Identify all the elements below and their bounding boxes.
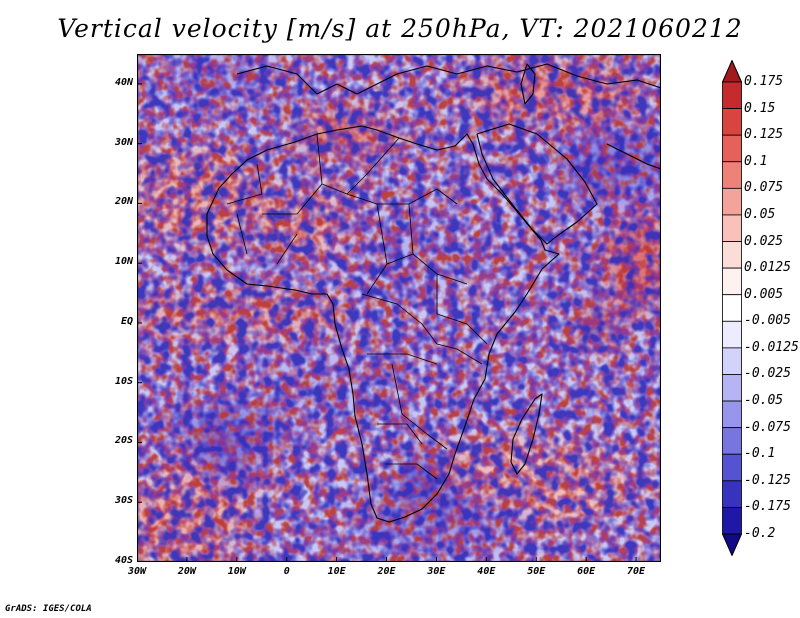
colorbar-segment bbox=[722, 187, 742, 216]
map-plot-area[interactable] bbox=[137, 54, 661, 562]
chart-title: Vertical velocity [m/s] at 250hPa, VT: 2… bbox=[57, 14, 743, 43]
lat-label: EQ bbox=[120, 315, 133, 327]
colorbar-segment bbox=[722, 267, 742, 296]
colorbar-segment bbox=[722, 108, 742, 136]
africa-coastline bbox=[206, 125, 560, 523]
caspian-coastline bbox=[520, 63, 536, 105]
lat-label: 20S bbox=[114, 435, 133, 447]
colorbar-segment bbox=[722, 320, 742, 349]
madagascar-coastline bbox=[510, 393, 543, 475]
lon-label: 50E bbox=[527, 566, 546, 577]
coastlines bbox=[206, 63, 661, 523]
colorbar-label: -0.075 bbox=[744, 419, 791, 435]
colorbar-segment bbox=[722, 400, 742, 429]
lat-label: 10S bbox=[114, 375, 133, 387]
colorbar-label: 0.0125 bbox=[744, 260, 791, 276]
lon-label: 30W bbox=[127, 566, 147, 577]
lat-label: 40S bbox=[114, 555, 133, 566]
lat-label: 20N bbox=[114, 196, 133, 208]
grads-credit: GrADS: IGES/COLA bbox=[5, 604, 92, 614]
colorbar-label: -0.05 bbox=[744, 393, 784, 409]
colorbar-label: 0.025 bbox=[744, 233, 784, 249]
lon-label: 0 bbox=[283, 566, 290, 577]
colorbar-segment bbox=[722, 214, 742, 242]
colorbar-label: -0.175 bbox=[744, 499, 791, 515]
lon-label: 20E bbox=[377, 566, 396, 577]
colorbar-segment bbox=[722, 294, 742, 322]
colorbar-segment bbox=[722, 81, 742, 109]
colorbar-segment bbox=[722, 480, 742, 508]
arabia-coastline bbox=[476, 123, 598, 245]
colorbar-bottom-arrow bbox=[722, 533, 742, 556]
colorbar-label: 0.1 bbox=[744, 153, 768, 169]
country-borders bbox=[226, 133, 488, 480]
lat-label: 40N bbox=[114, 76, 133, 88]
colorbar-label: 0.05 bbox=[744, 206, 776, 222]
colorbar-segment bbox=[722, 161, 742, 189]
colorbar-label: -0.025 bbox=[744, 366, 791, 382]
colorbar-label: 0.125 bbox=[744, 127, 784, 143]
lon-label: 20W bbox=[177, 566, 196, 577]
lon-label: 60E bbox=[577, 566, 596, 577]
lat-label: 10N bbox=[114, 256, 133, 268]
lat-label: 30N bbox=[114, 136, 133, 148]
colorbar-label: 0.15 bbox=[744, 100, 776, 116]
colorbar-label: 0.075 bbox=[744, 180, 784, 196]
colorbar-segment bbox=[722, 134, 742, 163]
colorbar-segment bbox=[722, 347, 742, 375]
lon-label: 10E bbox=[327, 566, 346, 577]
colorbar-segment bbox=[722, 374, 742, 402]
colorbar-top-arrow bbox=[722, 60, 742, 83]
colorbar-segment bbox=[722, 507, 742, 535]
colorbar-label: -0.125 bbox=[744, 472, 791, 488]
velocity-field bbox=[137, 54, 661, 562]
map-frame bbox=[137, 54, 661, 562]
lon-label: 40E bbox=[477, 566, 496, 577]
colorbar bbox=[722, 60, 742, 556]
colorbar-label: -0.2 bbox=[744, 526, 776, 541]
colorbar-segment bbox=[722, 241, 742, 269]
lat-label: 30S bbox=[114, 495, 133, 507]
colorbar-label: -0.0125 bbox=[744, 339, 799, 355]
colorbar-label: 0.175 bbox=[744, 74, 784, 89]
field-texture bbox=[137, 54, 661, 562]
lon-label: 10W bbox=[227, 566, 246, 577]
colorbar-label: -0.005 bbox=[744, 313, 791, 329]
lon-label: 70E bbox=[627, 566, 646, 577]
lon-label: 30E bbox=[427, 566, 446, 577]
india-coastline bbox=[606, 143, 661, 170]
colorbar-segment bbox=[722, 427, 742, 455]
colorbar-label: 0.005 bbox=[744, 286, 784, 302]
colorbar-segment bbox=[722, 453, 742, 482]
colorbar-label: -0.1 bbox=[744, 446, 776, 462]
europe-coastline bbox=[236, 63, 661, 95]
